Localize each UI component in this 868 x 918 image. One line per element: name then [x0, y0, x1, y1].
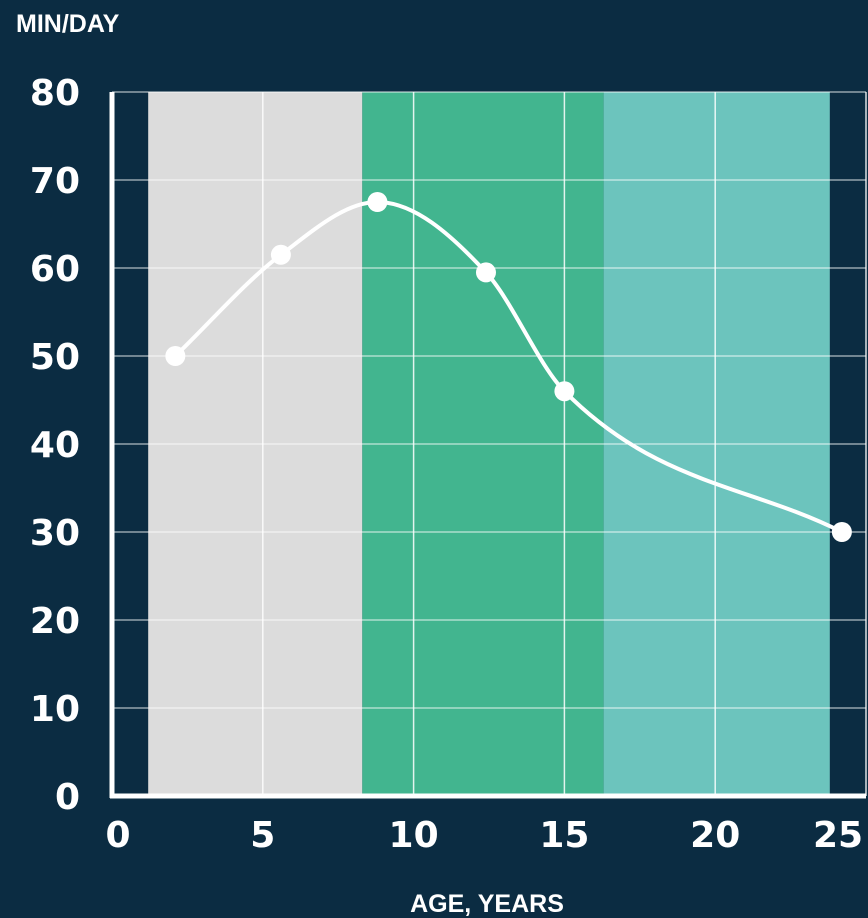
- data-point-3: [367, 192, 388, 212]
- x-tick-label-10: 10: [389, 815, 439, 856]
- x-tick-label-20: 20: [690, 815, 740, 856]
- series-line-1: [173, 199, 843, 534]
- y-tick-label-20: 20: [30, 601, 80, 642]
- y-tick-label-10: 10: [30, 689, 80, 730]
- y-axis-label: MIN/DAY: [16, 10, 120, 38]
- data-point-5: [554, 381, 575, 402]
- x-axis-label: AGE, YEARS: [410, 890, 564, 918]
- y-tick-label-80: 80: [30, 73, 80, 114]
- tick-labels: 0 10 20 30 40 50 60 70 80 0 5 10 15 20 25: [30, 73, 863, 856]
- y-tick-label-0: 0: [55, 777, 80, 818]
- y-tick-label-50: 50: [30, 337, 80, 378]
- data-series: [165, 192, 852, 542]
- x-tick-label-5: 5: [250, 815, 275, 856]
- x-tick-label-0: 0: [105, 815, 130, 856]
- x-tick-label-15: 15: [539, 815, 589, 856]
- x-tick-label-25: 25: [813, 815, 863, 856]
- y-tick-label-70: 70: [30, 161, 80, 202]
- data-point-6: [831, 522, 852, 542]
- data-point-2: [270, 244, 291, 265]
- y-tick-label-60: 60: [30, 249, 80, 290]
- y-tick-label-30: 30: [30, 513, 80, 554]
- y-tick-label-40: 40: [30, 425, 80, 466]
- axes: [109, 92, 866, 799]
- grid-lines: [112, 91, 867, 796]
- data-point-4: [475, 262, 496, 283]
- data-point-1: [165, 346, 186, 366]
